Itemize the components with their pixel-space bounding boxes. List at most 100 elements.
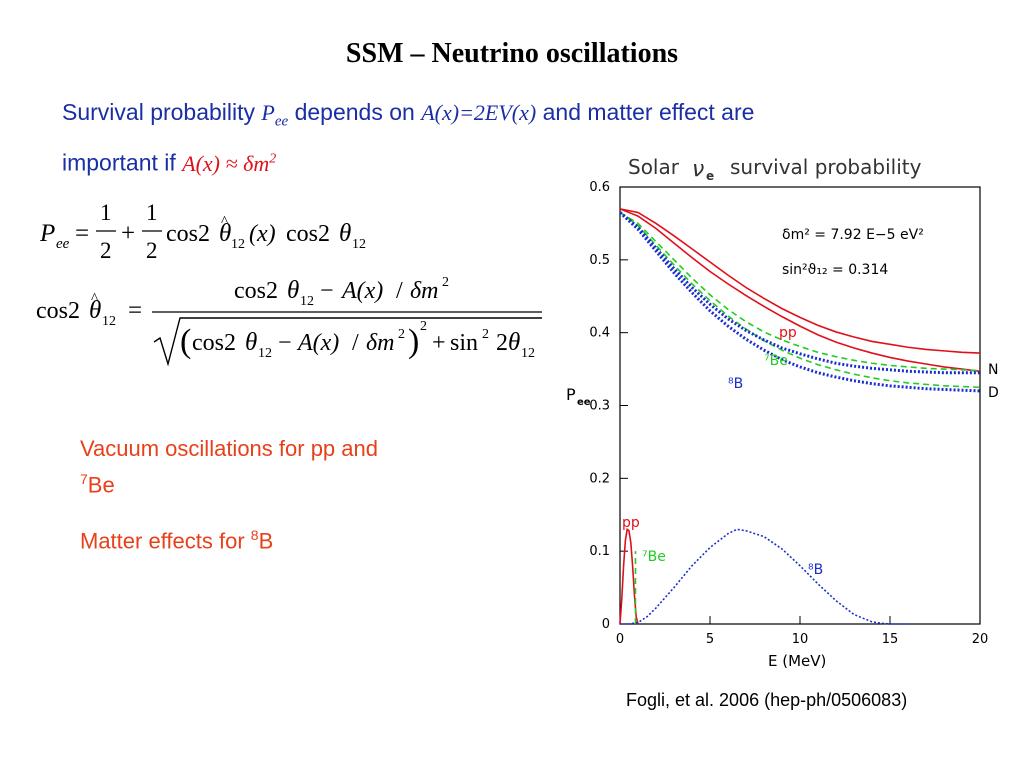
condition-formula: A(x) ≈ δm2 [182,150,277,176]
eq2-den-two: 2 [496,330,508,356]
plot-frame [619,186,981,625]
pp-curve-label: pp [779,325,797,341]
eq1-theta: θ [339,220,351,247]
pp-spectrum-label: pp [622,515,640,531]
b8-spectrum-label: ⁸B [808,562,823,578]
y-tick-label: 0.2 [589,471,610,486]
series-⁸B-spectrum [620,528,908,625]
series-pp-D [619,208,981,373]
eq1-num2: 1 [146,200,158,225]
chart-title-nu: ν [692,157,704,182]
label-D: D [988,385,999,401]
eq2-den-outer-sq: 2 [420,319,427,334]
intro-part4: important if [62,149,183,176]
equation-pee: P ee = 1 2 + 1 2 cos2 θ ^ 12 (x) cos2 θ … [39,200,366,263]
eq1-ee: ee [56,236,70,252]
eq2-den-ax: A(x) [296,330,339,356]
x-axis-label: E (MeV) [768,652,826,670]
y-tick-label: 0.3 [589,399,610,414]
dm2-annotation: δm² = 7.92 E−5 eV² [782,227,924,243]
citation: Fogli, et al. 2006 (hep-ph/0506083) [626,690,908,710]
bullet-vacuum: Vacuum oscillations for pp and 7Be [80,436,378,498]
ax-formula: A(x)=2EV(x) [421,100,537,125]
eq1-den1: 2 [100,238,112,263]
eq2-num-ax: A(x) [340,278,383,304]
eq1-den2: 2 [146,238,158,263]
eq1-sub12a: 12 [231,237,245,252]
eq1-x: (x) [249,221,276,247]
eq2-equals: = [128,297,142,324]
eq1-P: P [39,220,55,247]
eq2-lhs-theta: θ [89,297,101,324]
eq1-equals: = [75,220,89,247]
eq2-den-sin-sq: 2 [482,327,489,342]
eq2-num-cos2: cos2 [234,278,278,304]
y-tick-label: 0.5 [589,253,610,268]
eq1-cos2b: cos2 [286,221,330,247]
eq2-num-slash: / [396,278,403,304]
y-tick-label: 0.1 [589,544,610,559]
chart-labels: δm² = 7.92 E−5 eV² sin²ϑ₁₂ = 0.314 pp ⁷B… [566,227,999,670]
b8-curve-label: ⁸B [728,376,743,392]
y-tick-label: 0.4 [589,326,610,341]
eq2-num-sq: 2 [442,275,449,290]
eq1-sub12b: 12 [352,237,366,252]
eq2-lhs-cos2: cos2 [36,298,80,324]
eq2-den-dm: δm [366,330,395,356]
eq2-den-theta: θ [245,329,257,356]
eq2-lparen: ( [180,323,191,360]
series-⁷Be-N [619,211,981,372]
eq1-theta-hat: θ [219,220,231,247]
eq2-den-minus: − [278,330,292,356]
eq2-den-sub: 12 [258,346,272,361]
eq1-cos2a: cos2 [166,221,210,247]
eq2-den-theta2: θ [508,329,520,356]
survival-probability-chart: Solar ν e survival probability 0 5 10 15 200… [566,155,999,670]
eq1-hat: ^ [221,214,228,230]
axis-ticks: 0 5 10 15 20 0 0.1 0.2 0.3 0.4 0.5 0.6 [589,180,988,647]
intro-text: Survival probability Pee depends on A(x)… [62,93,962,183]
chart-title-solar: Solar [628,155,680,179]
eq2-lhs-sub: 12 [102,314,116,329]
x-tick-label: 0 [616,632,624,647]
eq2-den-sin: sin [450,330,478,356]
eq2-den-plus: + [432,330,446,356]
x-tick-label: 5 [706,632,714,647]
eq2-num-dm: δm [410,278,439,304]
x-tick-label: 20 [972,632,989,647]
eq2-num-theta: θ [287,277,299,304]
curves [618,208,981,625]
eq2-den-slash: / [352,330,359,356]
series-⁷Be-D [619,211,981,389]
be7-curve-label: ⁷Be [764,353,788,369]
eq2-num-minus: − [320,278,334,304]
chart-title-rest: survival probability [730,155,922,179]
intro-part1: Survival probability [62,99,262,125]
y-tick-label: 0.6 [589,180,610,195]
bullet-matter: Matter effects for 8B [80,527,274,554]
eq1-num1: 1 [100,200,112,225]
chart-title-e: e [706,169,714,183]
eq2-lhs-hat: ^ [91,291,98,307]
eq2-den-sq: 2 [398,327,405,342]
y-axis-label-ee: ee [577,397,591,408]
eq2-den-cos2: cos2 [192,330,236,356]
eq2-den-sub2: 12 [521,346,535,361]
intro-part3: and matter effect are [536,99,755,125]
be7-spectrum-label: ⁷Be [642,549,666,565]
intro-part2: depends on [288,99,422,125]
x-tick-label: 10 [792,632,809,647]
chart-title: Solar ν e survival probability [628,155,922,183]
eq1-plus: + [121,220,135,247]
eq2-num-sub: 12 [300,294,314,309]
series-pp-N [619,208,981,354]
y-axis-label-P: P [566,385,576,404]
eq2-rparen: ) [408,323,419,360]
pee-symbol: Pee [261,100,289,130]
equation-cos2theta: cos2 θ ^ 12 = cos2 θ 12 − A(x) / δm 2 ( … [36,275,542,367]
series-⁸B-D [618,211,981,393]
y-tick-label: 0 [602,617,610,632]
sin2-annotation: sin²ϑ₁₂ = 0.314 [782,262,888,278]
slide-title: SSM – Neutrino oscillations [345,38,679,69]
label-N: N [988,362,998,378]
